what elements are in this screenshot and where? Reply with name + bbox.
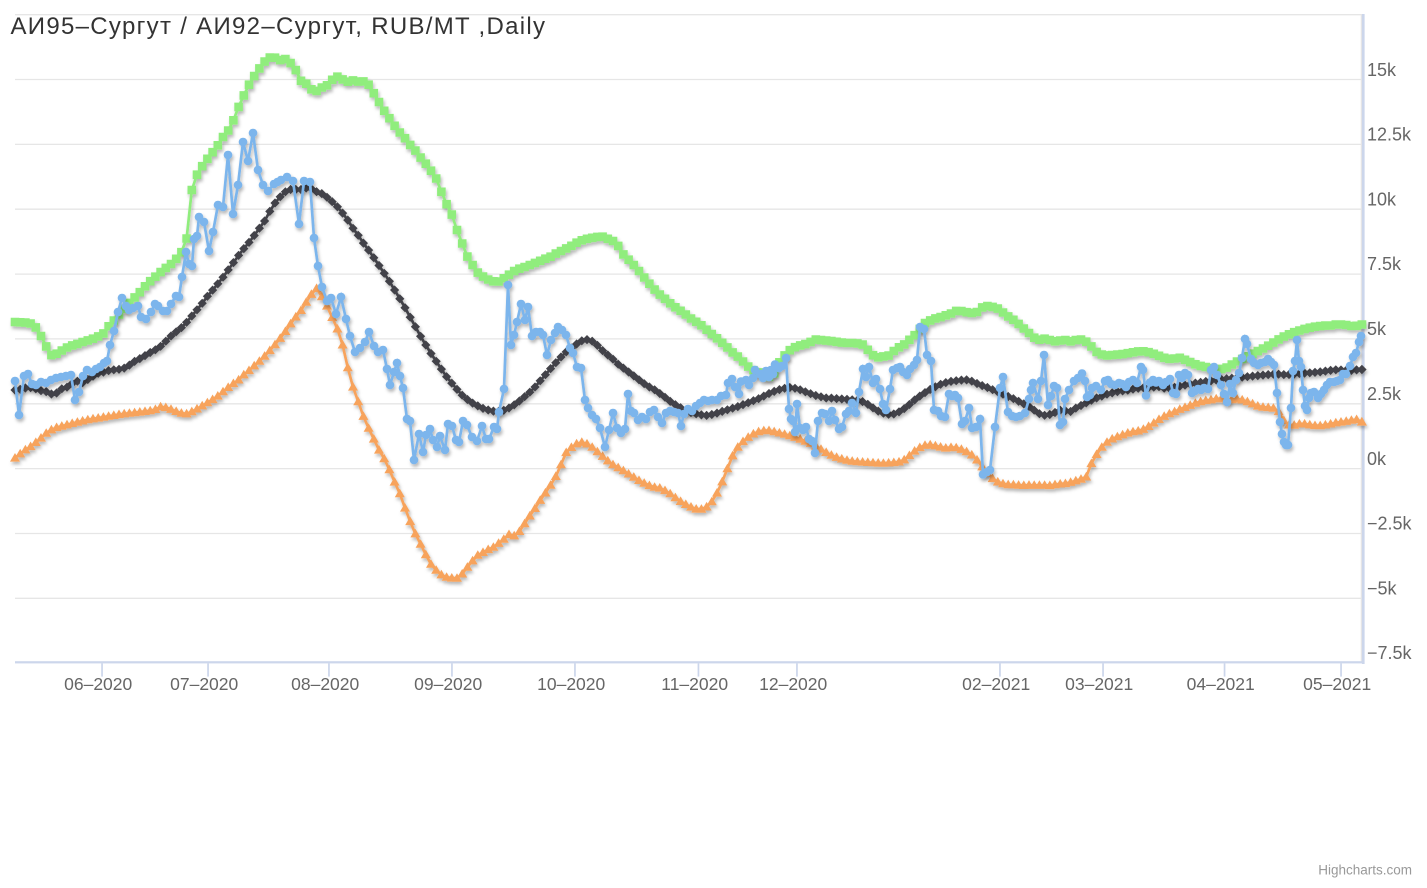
svg-text:7.5k: 7.5k (1367, 254, 1402, 274)
svg-text:2.5k: 2.5k (1367, 384, 1402, 404)
svg-text:5k: 5k (1367, 319, 1387, 339)
svg-text:0k: 0k (1367, 449, 1387, 469)
svg-text:03–2021: 03–2021 (1065, 674, 1133, 694)
svg-text:06–2020: 06–2020 (64, 674, 132, 694)
svg-text:08–2020: 08–2020 (291, 674, 359, 694)
svg-text:05–2021: 05–2021 (1303, 674, 1371, 694)
svg-text:15k: 15k (1367, 60, 1397, 80)
svg-text:12–2020: 12–2020 (759, 674, 827, 694)
svg-text:Highcharts.com: Highcharts.com (1318, 863, 1412, 878)
svg-text:−2.5k: −2.5k (1367, 514, 1413, 534)
svg-text:АИ95–Сургут / АИ92–Сургут, RUB: АИ95–Сургут / АИ92–Сургут, RUB/MT ,Daily (11, 13, 547, 40)
svg-text:−7.5k: −7.5k (1367, 643, 1413, 663)
svg-text:12.5k: 12.5k (1367, 125, 1412, 145)
svg-text:11–2020: 11–2020 (661, 674, 728, 694)
svg-text:09–2020: 09–2020 (414, 674, 482, 694)
svg-text:04–2021: 04–2021 (1187, 674, 1255, 694)
svg-text:10k: 10k (1367, 190, 1397, 210)
svg-text:02–2021: 02–2021 (962, 674, 1030, 694)
svg-text:07–2020: 07–2020 (170, 674, 238, 694)
svg-text:10–2020: 10–2020 (537, 674, 605, 694)
svg-text:−5k: −5k (1367, 579, 1398, 599)
